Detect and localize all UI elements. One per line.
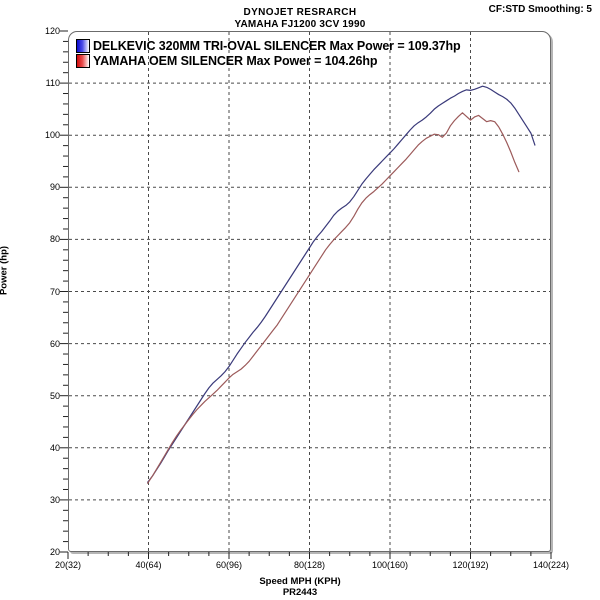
legend: DELKEVIC 320MM TRI-OVAL SILENCER Max Pow… <box>76 38 461 68</box>
correction-factor-note: CF:STD Smoothing: 5 <box>488 4 592 15</box>
page-subtitle: YAMAHA FJ1200 3CV 1990 <box>234 19 366 30</box>
y-axis-tick-label: 120 <box>44 26 60 36</box>
x-axis-tick-label: 80(128) <box>293 560 326 570</box>
legend-item: YAMAHA OEM SILENCER Max Power = 104.26hp <box>76 53 461 68</box>
red-gradient-swatch-icon <box>76 53 90 68</box>
y-axis-tick-label: 70 <box>49 286 60 297</box>
y-axis-tick-label: 80 <box>49 234 60 245</box>
y-axis-tick-label: 110 <box>45 78 60 89</box>
y-axis-tick-label: 30 <box>49 494 60 505</box>
y-axis-tick-label: 100 <box>44 130 60 141</box>
grid-lines <box>69 32 550 551</box>
x-axis-label: Speed MPH (KPH) <box>259 576 341 587</box>
series-curves <box>147 85 536 484</box>
x-axis-tick-label: 20(32) <box>54 560 81 570</box>
y-axis-tick-label: 20 <box>49 547 60 557</box>
x-axis-tick-label: 60(96) <box>215 560 242 570</box>
plot-area <box>68 31 551 552</box>
y-axis-tick-label: 50 <box>49 390 60 401</box>
y-axis-tick-label: 90 <box>49 182 60 193</box>
x-axis-tick-label: 120(192) <box>452 560 489 570</box>
legend-item: DELKEVIC 320MM TRI-OVAL SILENCER Max Pow… <box>76 38 461 53</box>
y-axis-label: Power (hp) <box>0 245 10 296</box>
x-axis-tick-label: 140(224) <box>532 560 570 570</box>
y-axis-tick-label: 40 <box>49 442 60 453</box>
blue-gradient-swatch-icon <box>76 38 90 53</box>
legend-item-label: DELKEVIC 320MM TRI-OVAL SILENCER Max Pow… <box>93 38 461 53</box>
x-axis-tick-label: 100(160) <box>371 560 409 570</box>
page-title: DYNOJET RESRARCH <box>243 7 357 18</box>
run-code: PR2443 <box>282 587 318 598</box>
x-axis-tick-label: 40(64) <box>135 560 162 570</box>
y-axis-tick-label: 60 <box>49 338 60 349</box>
legend-item-label: YAMAHA OEM SILENCER Max Power = 104.26hp <box>93 53 378 68</box>
